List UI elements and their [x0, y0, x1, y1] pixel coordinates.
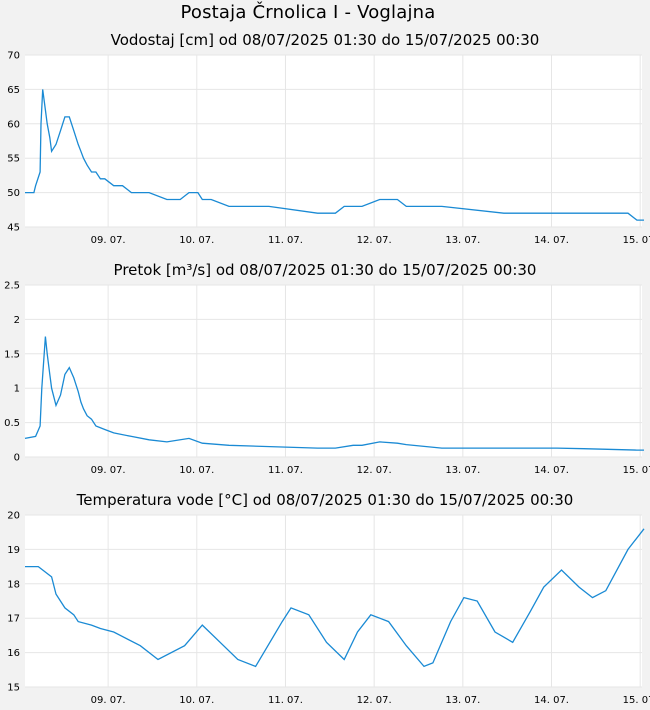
chart-panel-2: Pretok [m³/s] od 08/07/2025 01:30 do 15/…	[4, 261, 650, 476]
plot-area	[25, 515, 642, 687]
y-tick-label: 55	[7, 154, 20, 165]
x-tick-label: 10. 07.	[179, 465, 214, 476]
x-tick-label: 12. 07.	[357, 695, 392, 706]
y-tick-label: 60	[7, 119, 20, 130]
x-tick-label: 15. 07.	[623, 465, 650, 476]
x-tick-label: 12. 07.	[357, 235, 392, 246]
y-tick-label: 45	[7, 223, 20, 234]
y-tick-label: 17	[7, 614, 20, 625]
x-tick-label: 13. 07.	[445, 235, 480, 246]
y-tick-label: 20	[7, 511, 20, 522]
x-tick-label: 14. 07.	[534, 695, 569, 706]
x-tick-label: 15. 07.	[623, 695, 650, 706]
y-tick-label: 50	[7, 188, 20, 199]
x-tick-label: 14. 07.	[534, 465, 569, 476]
plot-area	[25, 55, 642, 227]
x-tick-label: 11. 07.	[268, 465, 303, 476]
x-tick-label: 15. 07.	[623, 235, 650, 246]
x-tick-label: 13. 07.	[445, 465, 480, 476]
y-tick-label: 2.5	[4, 281, 20, 292]
chart-panel-1: Vodostaj [cm] od 08/07/2025 01:30 do 15/…	[7, 31, 650, 246]
y-tick-label: 1.5	[4, 349, 20, 360]
y-tick-label: 16	[7, 648, 20, 659]
chart-title: Vodostaj [cm] od 08/07/2025 01:30 do 15/…	[111, 31, 540, 49]
x-tick-label: 12. 07.	[357, 465, 392, 476]
y-tick-label: 0	[14, 453, 20, 464]
y-tick-label: 15	[7, 683, 20, 694]
x-tick-label: 11. 07.	[268, 235, 303, 246]
x-tick-label: 10. 07.	[179, 235, 214, 246]
series-line	[24, 336, 644, 451]
chart-title: Temperatura vode [°C] od 08/07/2025 01:3…	[76, 491, 574, 509]
x-tick-label: 11. 07.	[268, 695, 303, 706]
chart-panel-3: Temperatura vode [°C] od 08/07/2025 01:3…	[7, 491, 650, 706]
x-tick-label: 10. 07.	[179, 695, 214, 706]
page-title: Postaja Črnolica I - Voglajna	[180, 2, 436, 23]
plot-area	[25, 285, 642, 457]
y-tick-label: 0.5	[4, 418, 20, 429]
y-tick-label: 1	[14, 384, 20, 395]
y-tick-label: 65	[7, 85, 20, 96]
chart-title: Pretok [m³/s] od 08/07/2025 01:30 do 15/…	[114, 261, 537, 279]
x-tick-label: 13. 07.	[445, 695, 480, 706]
y-tick-label: 70	[7, 51, 20, 62]
y-tick-label: 2	[14, 315, 20, 326]
y-tick-label: 19	[7, 545, 20, 556]
series-line	[25, 528, 645, 668]
x-tick-label: 09. 07.	[91, 235, 126, 246]
x-tick-label: 09. 07.	[91, 695, 126, 706]
y-tick-label: 18	[7, 579, 20, 590]
x-tick-label: 09. 07.	[91, 465, 126, 476]
x-tick-label: 14. 07.	[534, 235, 569, 246]
series-line	[25, 89, 644, 221]
